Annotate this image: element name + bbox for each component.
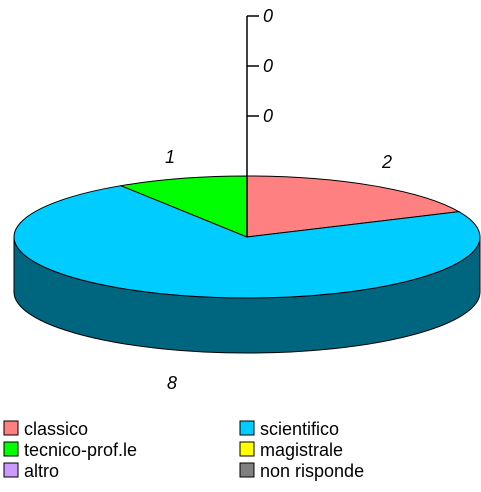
legend-label-magistrale: magistrale [260, 440, 343, 460]
legend-item-classico: classico [3, 419, 88, 439]
pie-slice-tecnico-prof-le [119, 175, 248, 238]
legend-item-magistrale: magistrale [239, 440, 343, 460]
data-label-scientifico: 8 [167, 373, 177, 393]
legend-swatch-magistrale [239, 441, 255, 457]
zero-value-label: 0 [263, 106, 273, 126]
pie-top [13, 175, 481, 299]
legend-item-tecnico-prof-le: tecnico-prof.le [3, 440, 137, 460]
legend-label-non-risponde: non risponde [260, 461, 364, 481]
pie-slice-scientifico [13, 185, 481, 299]
zero-value-label: 0 [263, 56, 273, 76]
legend-swatch-classico [3, 420, 19, 436]
zero-value-label: 0 [263, 6, 273, 26]
pie-slice-classico [246, 175, 461, 238]
legend-label-scientifico: scientifico [260, 419, 339, 439]
data-label-classico: 2 [381, 152, 392, 172]
legend-label-tecnico-prof-le: tecnico-prof.le [24, 440, 137, 460]
legend-item-non-risponde: non risponde [239, 461, 364, 481]
legend: classico scientifico tecnico-prof.le magist… [3, 419, 364, 481]
legend-item-altro: altro [3, 461, 59, 481]
legend-label-altro: altro [24, 461, 59, 481]
legend-item-scientifico: scientifico [239, 419, 339, 439]
legend-label-classico: classico [24, 419, 88, 439]
legend-swatch-tecnico-prof-le [3, 441, 19, 457]
data-label-tecnico-prof-le: 1 [165, 147, 175, 167]
legend-swatch-altro [3, 462, 19, 478]
legend-swatch-scientifico [239, 420, 255, 436]
legend-swatch-non-risponde [239, 462, 255, 478]
